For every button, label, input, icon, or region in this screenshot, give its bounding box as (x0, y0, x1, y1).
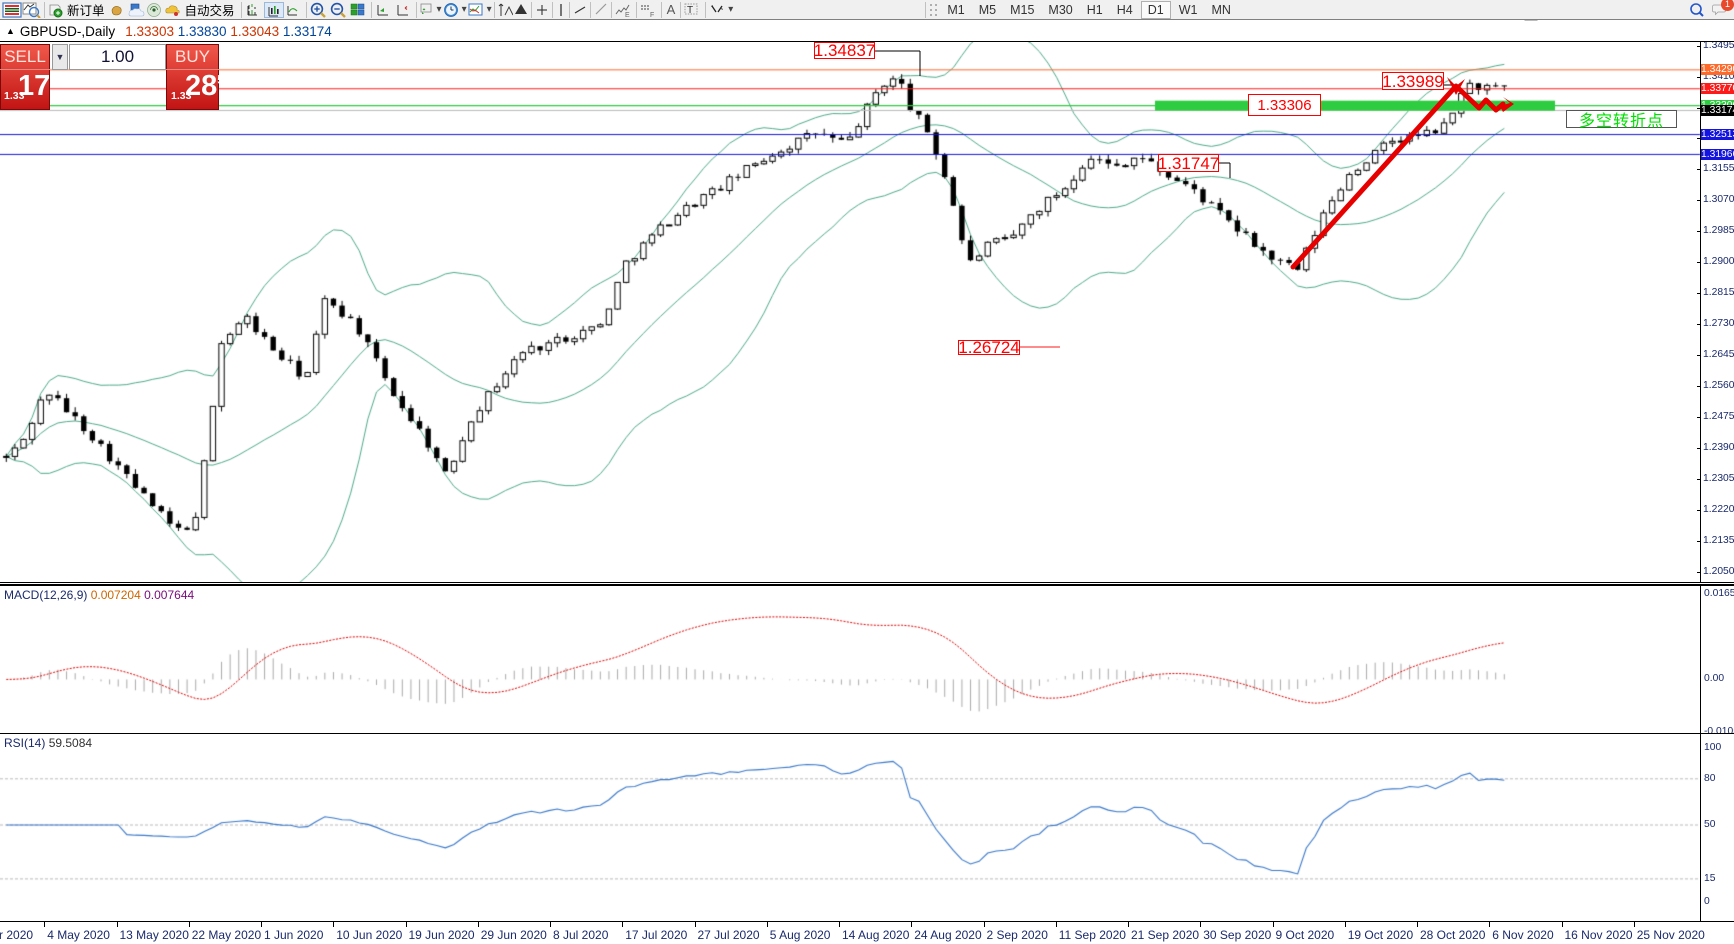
svg-text:E: E (625, 12, 630, 18)
svg-text:F: F (650, 12, 654, 18)
svg-text:T: T (687, 5, 693, 16)
